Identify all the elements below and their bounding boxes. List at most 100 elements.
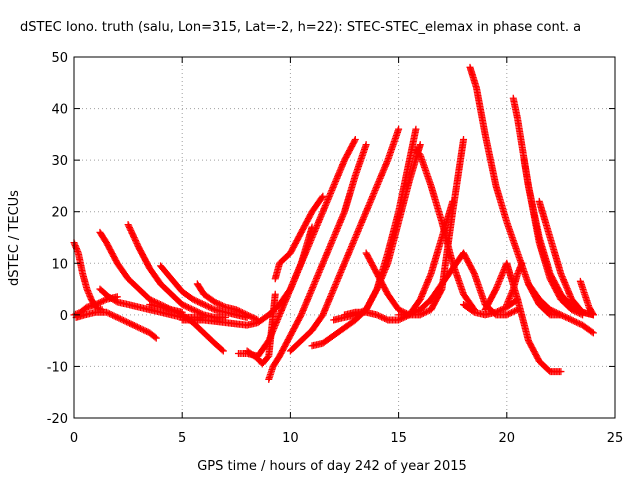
x-tick-label: 25 <box>607 431 624 446</box>
y-tick-label: 30 <box>51 154 68 169</box>
y-tick-label: 10 <box>51 257 68 272</box>
data-point-marker <box>558 312 566 320</box>
data-point-marker <box>249 314 257 322</box>
data-point-marker <box>562 313 570 321</box>
data-point-marker <box>405 311 413 319</box>
y-tick-label: 50 <box>51 51 68 66</box>
data-series-7 <box>157 262 251 321</box>
data-point-marker <box>421 309 429 317</box>
data-point-marker <box>107 310 115 318</box>
data-point-marker <box>381 315 389 323</box>
data-point-marker <box>375 312 383 320</box>
data-point-marker <box>129 321 137 329</box>
data-point-marker <box>195 298 203 306</box>
y-tick-label: -20 <box>47 412 68 427</box>
data-point-marker <box>206 303 214 311</box>
data-point-marker <box>209 305 217 313</box>
data-point-marker <box>119 316 127 324</box>
data-point-marker <box>351 136 359 144</box>
data-point-marker <box>133 323 141 331</box>
chart-title: dSTEC Iono. truth (salu, Lon=315, Lat=-2… <box>20 20 581 35</box>
data-point-marker <box>191 306 199 314</box>
data-point-marker <box>167 306 175 314</box>
data-point-marker <box>319 192 327 200</box>
data-point-marker <box>546 306 554 314</box>
data-point-marker <box>271 290 279 298</box>
data-point-marker <box>180 301 188 309</box>
data-point-marker <box>116 315 124 323</box>
data-point-marker <box>569 317 577 325</box>
data-point-marker <box>495 307 503 315</box>
data-point-marker <box>407 310 415 318</box>
data-point-marker <box>220 302 228 310</box>
data-point-marker <box>191 296 199 304</box>
data-point-marker <box>127 320 135 328</box>
data-point-marker <box>172 308 180 316</box>
data-point-marker <box>373 311 381 319</box>
data-point-marker <box>124 319 132 327</box>
data-point-marker <box>246 312 254 320</box>
data-point-marker <box>237 308 245 316</box>
data-point-marker <box>178 301 186 309</box>
data-series-20 <box>412 146 478 314</box>
data-point-marker <box>566 315 574 323</box>
data-point-marker <box>557 311 565 319</box>
data-point-marker <box>170 307 178 315</box>
data-series-3 <box>72 308 160 342</box>
data-point-marker <box>141 327 149 335</box>
data-point-marker <box>201 301 209 309</box>
data-point-marker <box>152 334 160 342</box>
data-point-marker <box>174 309 182 317</box>
data-series-4 <box>96 228 186 316</box>
data-point-marker <box>169 306 177 314</box>
data-point-marker <box>175 309 183 317</box>
plot-frame <box>73 56 616 419</box>
data-point-marker <box>118 316 126 324</box>
x-tick-label: 0 <box>70 431 78 446</box>
data-point-marker <box>219 347 227 355</box>
data-point-marker <box>211 298 219 306</box>
data-point-marker <box>243 311 251 319</box>
data-point-marker <box>183 303 191 311</box>
data-point-marker <box>422 308 430 316</box>
y-tick-label: 20 <box>51 206 68 221</box>
data-point-marker <box>218 302 226 310</box>
data-point-marker <box>382 315 390 323</box>
data-point-marker <box>351 137 359 145</box>
data-point-marker <box>554 309 562 317</box>
data-point-marker <box>497 306 505 314</box>
data-point-marker <box>568 316 576 324</box>
data-point-marker <box>572 318 580 326</box>
data-point-marker <box>571 317 579 325</box>
data-series-24 <box>509 94 587 319</box>
data-point-marker <box>234 306 242 314</box>
data-point-marker <box>101 296 109 304</box>
data-point-marker <box>102 308 110 316</box>
data-point-marker <box>92 301 100 309</box>
data-series-29 <box>524 280 597 337</box>
data-point-marker <box>135 324 143 332</box>
data-point-marker <box>98 298 106 306</box>
data-series-17 <box>330 125 420 324</box>
data-point-marker <box>498 305 506 313</box>
data-point-marker <box>112 297 120 305</box>
data-point-marker <box>104 309 112 317</box>
data-point-marker <box>186 304 194 312</box>
data-point-marker <box>248 313 256 321</box>
data-point-marker <box>506 309 514 317</box>
data-point-marker <box>214 299 222 307</box>
data-point-marker <box>113 313 121 321</box>
data-point-marker <box>187 305 195 313</box>
x-tick-label: 10 <box>282 431 299 446</box>
data-point-marker <box>460 136 468 144</box>
data-point-marker <box>565 315 573 323</box>
data-series-13 <box>265 141 370 383</box>
data-point-marker <box>424 307 432 315</box>
data-point-marker <box>198 310 206 318</box>
data-series-25 <box>520 156 597 319</box>
data-point-marker <box>215 300 223 308</box>
data-point-marker <box>503 311 511 319</box>
data-point-marker <box>395 125 403 133</box>
data-point-marker <box>509 308 517 316</box>
